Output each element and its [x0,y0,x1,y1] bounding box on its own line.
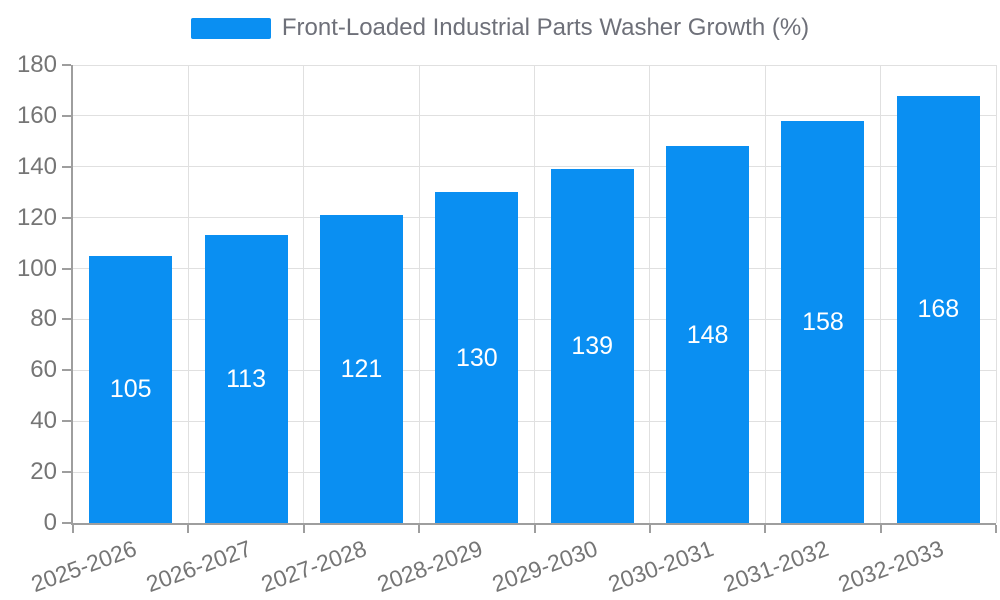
y-axis-tick-label: 20 [30,458,57,486]
x-axis-tick-label: 2031-2032 [719,535,832,598]
x-tick-mark [72,525,74,533]
y-tick-mark [62,114,71,117]
x-tick-mark [879,525,882,533]
y-axis-tick-label: 100 [16,254,57,282]
bar[interactable]: 168 [896,95,980,523]
y-axis-tick-label: 180 [16,51,57,78]
x-axis-tick-label: 2026-2027 [142,535,255,598]
y-axis-tick-label: 60 [30,356,57,384]
x-gridline [880,65,882,523]
x-axis-tick-label: 2027-2028 [258,535,371,598]
y-axis-tick-label: 160 [16,101,57,129]
y-axis-tick-label: 140 [16,152,57,180]
y-tick-mark [62,369,71,372]
bar[interactable]: 139 [550,169,634,523]
bar-value-label: 105 [109,375,152,404]
x-tick-mark [533,525,536,533]
bar[interactable]: 130 [435,192,519,523]
y-tick-mark [62,165,71,168]
x-axis-tick-label: 2028-2029 [373,535,486,598]
y-axis-line [71,65,73,525]
bar[interactable]: 113 [204,235,288,523]
x-tick-mark [187,525,190,533]
x-axis-tick-label: 2030-2031 [604,535,717,598]
bar-value-label: 139 [571,332,614,361]
bar-value-label: 158 [802,307,844,336]
y-tick-mark [62,216,71,219]
chart-legend[interactable]: Front-Loaded Industrial Parts Washer Gro… [0,14,1000,42]
bar[interactable]: 158 [781,120,865,523]
x-gridline [649,65,651,523]
x-tick-mark [418,525,421,533]
bar-value-label: 168 [917,295,960,324]
x-axis-tick-label: 2025-2026 [27,535,140,598]
bar-value-label: 113 [226,365,266,394]
x-tick-mark [764,525,767,533]
x-tick-mark [648,525,651,533]
y-tick-mark [62,420,71,423]
x-gridline [534,65,535,523]
bar-value-label: 121 [340,355,383,384]
x-tick-mark [995,525,997,533]
y-tick-mark [62,64,71,66]
bar[interactable]: 121 [319,215,403,523]
x-axis-line [71,523,996,525]
x-gridline [764,65,766,523]
y-tick-mark [62,471,71,474]
x-gridline [303,65,305,523]
x-gridline [187,65,189,523]
bar-value-label: 130 [455,343,498,372]
x-tick-mark [302,525,305,533]
y-axis-tick-label: 40 [30,407,57,435]
y-axis-tick-label: 0 [43,509,57,536]
y-tick-mark [62,522,71,524]
y-tick-mark [62,318,71,321]
legend-swatch-icon [190,17,271,39]
bar-value-label: 148 [686,320,729,349]
x-gridline [418,65,420,523]
y-tick-mark [62,267,71,270]
y-axis-tick-label: 80 [30,305,57,333]
legend-label: Front-Loaded Industrial Parts Washer Gro… [281,14,810,41]
x-axis-tick-label: 2032-2033 [834,535,948,598]
bar[interactable]: 105 [89,255,173,523]
bar[interactable]: 148 [666,146,750,523]
x-gridline [995,65,997,523]
y-axis-tick-label: 120 [16,203,57,231]
x-axis-tick-label: 2029-2030 [488,535,602,598]
plot-area: 0 20 40 60 80 100 120 140 160 180 105 113 121 130 139 1… [17,51,997,597]
